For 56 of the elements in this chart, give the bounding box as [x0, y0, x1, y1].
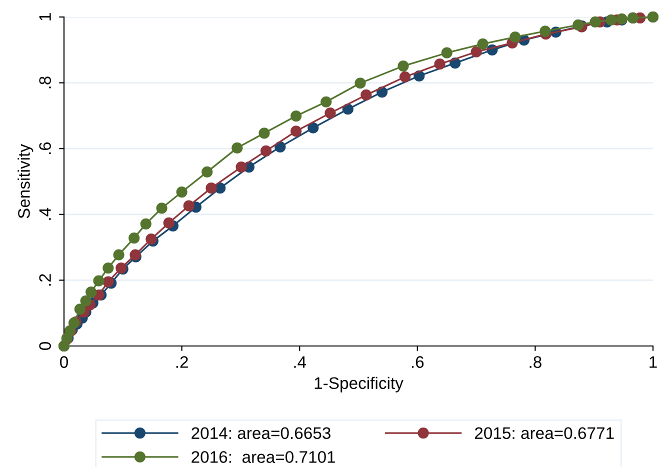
- point: [274, 141, 286, 153]
- x-tick-label: .4: [294, 356, 306, 368]
- point: [324, 108, 336, 119]
- x-tick-label: .2: [176, 356, 188, 368]
- point: [510, 32, 521, 43]
- point: [477, 38, 488, 50]
- point: [590, 16, 601, 28]
- x-tick-label: .6: [412, 356, 424, 368]
- legend-label: 2016: area=0.7101: [192, 451, 336, 463]
- point: [128, 232, 140, 244]
- y-tick-label: .8: [39, 76, 51, 88]
- point: [74, 304, 86, 315]
- point: [470, 46, 482, 58]
- point: [399, 71, 411, 82]
- y-tick-label: .2: [39, 274, 51, 286]
- x-tick-label: 0: [60, 356, 68, 368]
- point: [342, 104, 354, 115]
- point: [140, 218, 152, 230]
- point: [176, 186, 188, 198]
- y-tick-label: 1: [39, 13, 51, 20]
- y-axis-title: Sensitivity: [18, 144, 34, 218]
- point: [236, 161, 247, 173]
- point: [360, 89, 372, 101]
- legend-label: 2015: area=0.6771: [474, 427, 614, 440]
- point: [113, 249, 124, 260]
- point: [260, 145, 272, 156]
- point: [606, 14, 617, 26]
- x-tick-label: 1: [650, 356, 657, 368]
- point: [163, 217, 174, 229]
- point: [540, 26, 551, 37]
- point: [86, 286, 97, 298]
- point: [183, 200, 194, 212]
- point: [290, 110, 302, 122]
- y-tick-label: .4: [39, 208, 51, 220]
- point: [354, 78, 366, 89]
- point: [93, 275, 104, 286]
- point: [102, 276, 114, 288]
- point: [206, 182, 217, 194]
- point: [434, 58, 446, 70]
- legend-label: 2014: area=0.6653: [192, 427, 330, 440]
- y-tick-label: 0: [39, 342, 51, 350]
- point: [320, 96, 332, 108]
- point: [290, 126, 302, 137]
- point: [441, 47, 452, 58]
- point: [102, 262, 114, 274]
- x-axis-title: 1-Specificity: [314, 376, 404, 392]
- point: [202, 166, 213, 178]
- point: [572, 19, 584, 30]
- point: [258, 128, 270, 139]
- point: [232, 142, 243, 154]
- point: [398, 60, 409, 72]
- point: [308, 122, 319, 134]
- y-tick-label: .6: [39, 142, 51, 154]
- point: [80, 295, 92, 306]
- point: [156, 202, 168, 214]
- x-tick-label: .8: [530, 356, 542, 368]
